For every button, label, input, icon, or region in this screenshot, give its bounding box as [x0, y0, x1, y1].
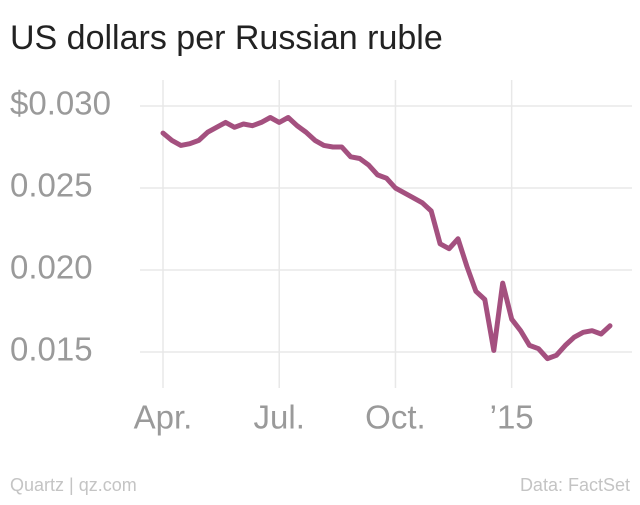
x-tick-label: ’15 [490, 399, 534, 436]
chart-title: US dollars per Russian ruble [10, 19, 443, 57]
y-tick-label: 0.020 [10, 249, 93, 286]
x-tick-label: Jul. [254, 399, 305, 436]
source-left: Quartz | qz.com [10, 475, 137, 495]
y-tick-label: $0.030 [10, 85, 111, 122]
x-tick-label: Apr. [134, 399, 193, 436]
y-tick-label: 0.015 [10, 331, 93, 368]
data-line [160, 115, 613, 362]
x-tick-label: Oct. [365, 399, 426, 436]
source-right: Data: FactSet [520, 475, 630, 495]
y-tick-label: 0.025 [10, 167, 93, 204]
